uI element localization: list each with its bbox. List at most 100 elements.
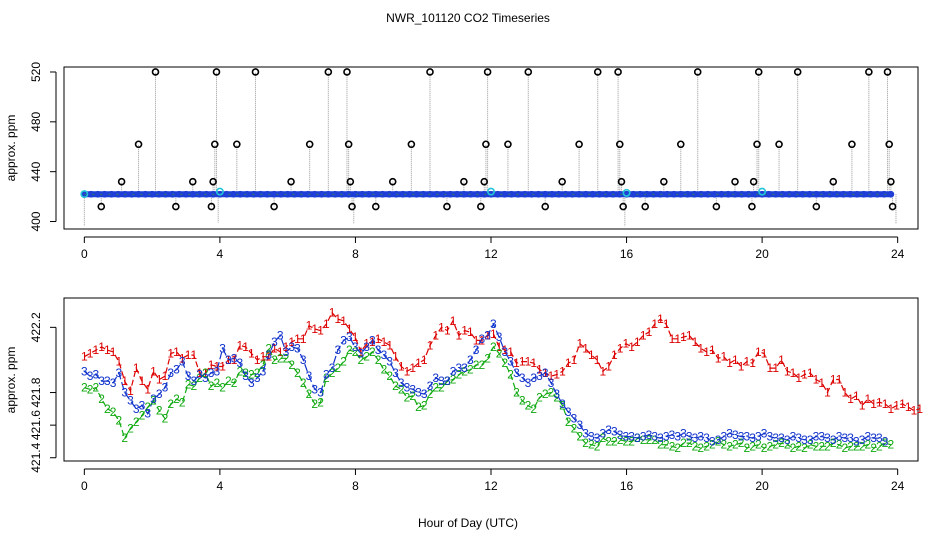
series-3-marker: 3: [81, 364, 88, 378]
series-2-marker: 2: [634, 431, 641, 445]
series-3-marker: 3: [208, 366, 215, 380]
series-1-marker: 1: [525, 355, 532, 369]
series-1-marker: 1: [680, 330, 687, 344]
series-3-marker: 3: [196, 368, 203, 382]
series-3-marker: 3: [139, 399, 146, 413]
series-1-marker: 1: [173, 345, 180, 359]
series-2-marker: 2: [237, 364, 244, 378]
outlier-point: [676, 140, 685, 149]
series-2-marker: 2: [536, 390, 543, 404]
series-1-marker: 1: [594, 353, 601, 367]
series-2-marker: 2: [778, 436, 785, 450]
cyan-point: [622, 188, 631, 197]
outlier-point: [480, 177, 489, 186]
series-1-marker: 1: [669, 332, 676, 346]
baseline-point: [514, 190, 522, 198]
series-2-marker: 2: [790, 441, 797, 455]
x-tick-label: 0: [81, 479, 88, 493]
baseline-point: [169, 190, 176, 198]
baseline-point: [562, 190, 569, 198]
series-1-marker: 1: [98, 340, 105, 354]
series-3-marker: 3: [669, 428, 676, 442]
outlier-point: [151, 68, 160, 76]
series-3-marker: 3: [507, 355, 514, 369]
x-tick-label: 16: [620, 479, 634, 493]
x-tick-label: 4: [217, 247, 224, 261]
series-2-marker: 2: [801, 441, 808, 455]
x-axis-label: Hour of Day (UTC): [418, 516, 518, 530]
cyan-point: [758, 187, 767, 196]
series-3-marker: 3: [496, 330, 503, 344]
series-1-marker: 1: [386, 338, 393, 352]
x-tick-label: 24: [891, 479, 905, 493]
outlier-point: [209, 177, 217, 186]
series-3-marker: 3: [467, 353, 474, 367]
baseline-point: [880, 190, 888, 198]
series-3-marker: 3: [571, 412, 578, 426]
series-1-marker: 1: [553, 368, 560, 382]
series-2-marker: 2: [121, 431, 128, 445]
series-3-marker: 3: [375, 343, 382, 357]
series-3-marker: 3: [144, 407, 151, 421]
outlier-point: [443, 202, 451, 211]
series-3-marker: 3: [519, 371, 526, 385]
outlier-point: [558, 177, 566, 186]
series-3-marker: 3: [110, 376, 117, 390]
cyan-point: [486, 187, 495, 196]
series-3-marker: 3: [790, 430, 797, 444]
series-2-marker: 2: [381, 363, 388, 377]
series-1-marker: 1: [502, 343, 509, 357]
series-3-marker: 3: [363, 340, 370, 354]
baseline-point: [379, 190, 386, 198]
series-1-marker: 1: [795, 371, 802, 385]
series-2-marker: 2: [254, 366, 261, 380]
series-3-marker: 3: [93, 368, 100, 382]
series-3-marker: 3: [599, 426, 606, 440]
series-3-marker: 3: [801, 433, 808, 447]
series-2-marker: 2: [438, 381, 445, 395]
series-1-marker: 1: [450, 314, 457, 328]
series-3-marker: 3: [300, 353, 307, 367]
outlier-point: [887, 177, 895, 186]
outlier-point: [344, 140, 353, 149]
series-2-marker: 2: [703, 439, 710, 453]
series-1-marker: 1: [646, 325, 653, 339]
outlier-point: [619, 202, 627, 211]
baseline-point: [141, 190, 149, 198]
series-2-marker: 2: [507, 368, 514, 382]
series-1-marker: 1: [392, 350, 399, 364]
series-2-marker: 2: [749, 439, 756, 453]
series-1-marker: 1: [888, 402, 895, 416]
series-1-marker: 1: [121, 374, 128, 388]
series-1-marker: 1: [334, 312, 341, 326]
series-3-marker: 3: [830, 433, 837, 447]
series-3-marker: 3: [369, 333, 376, 347]
series-2-marker: 2: [755, 438, 762, 452]
series-1-marker: 1: [237, 338, 244, 352]
outlier-point: [371, 202, 380, 211]
outlier-point: [660, 177, 668, 186]
series-1-marker: 1: [398, 359, 405, 373]
series-3-marker: 3: [231, 351, 238, 365]
series-1-marker: 1: [576, 337, 583, 351]
outlier-point: [172, 202, 180, 211]
series-3-marker: 3: [732, 428, 739, 442]
baseline-point: [257, 190, 264, 198]
series-3-marker: 3: [358, 346, 365, 360]
series-1-marker: 1: [905, 400, 912, 414]
series-2-marker: 2: [824, 439, 831, 453]
series-2-marker: 2: [784, 438, 791, 452]
series-2-marker: 2: [772, 438, 779, 452]
series-3-marker: 3: [352, 340, 359, 354]
series-3-marker: 3: [605, 423, 612, 437]
series-2-marker: 2: [502, 356, 509, 370]
baseline-point: [528, 190, 536, 198]
series-1-marker: 1: [317, 324, 324, 338]
series-3-marker: 3: [870, 431, 877, 445]
series-2-marker: 2: [162, 412, 169, 426]
series-1-marker: 1: [778, 353, 785, 367]
outlier-point: [748, 202, 756, 211]
series-3-marker: 3: [818, 430, 825, 444]
series-3-marker: 3: [242, 369, 249, 383]
